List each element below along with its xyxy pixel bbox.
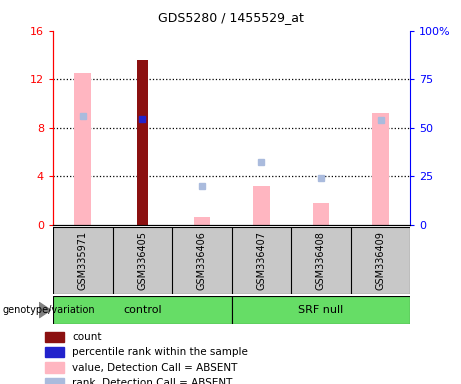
Text: GSM335971: GSM335971 — [78, 231, 88, 290]
Text: count: count — [72, 332, 101, 342]
Bar — [75, 73, 91, 225]
Text: value, Detection Call = ABSENT: value, Detection Call = ABSENT — [72, 362, 237, 372]
Text: GSM336407: GSM336407 — [256, 231, 266, 290]
Bar — [45, 332, 64, 342]
FancyBboxPatch shape — [53, 296, 232, 324]
Bar — [45, 362, 64, 372]
Bar — [253, 186, 270, 225]
Text: SRF null: SRF null — [298, 305, 343, 315]
Text: percentile rank within the sample: percentile rank within the sample — [72, 347, 248, 357]
Text: control: control — [123, 305, 162, 315]
Bar — [137, 60, 148, 225]
Text: GSM336406: GSM336406 — [197, 231, 207, 290]
Text: GDS5280 / 1455529_at: GDS5280 / 1455529_at — [158, 12, 303, 25]
Bar — [194, 217, 210, 225]
Bar — [45, 378, 64, 384]
Text: GSM336409: GSM336409 — [376, 231, 385, 290]
Bar — [372, 113, 389, 225]
FancyBboxPatch shape — [232, 296, 410, 324]
Bar — [45, 347, 64, 357]
Polygon shape — [39, 303, 51, 318]
Bar — [313, 203, 329, 225]
Text: genotype/variation: genotype/variation — [2, 305, 95, 315]
Text: GSM336405: GSM336405 — [137, 231, 148, 290]
Text: rank, Detection Call = ABSENT: rank, Detection Call = ABSENT — [72, 378, 232, 384]
Text: GSM336408: GSM336408 — [316, 231, 326, 290]
